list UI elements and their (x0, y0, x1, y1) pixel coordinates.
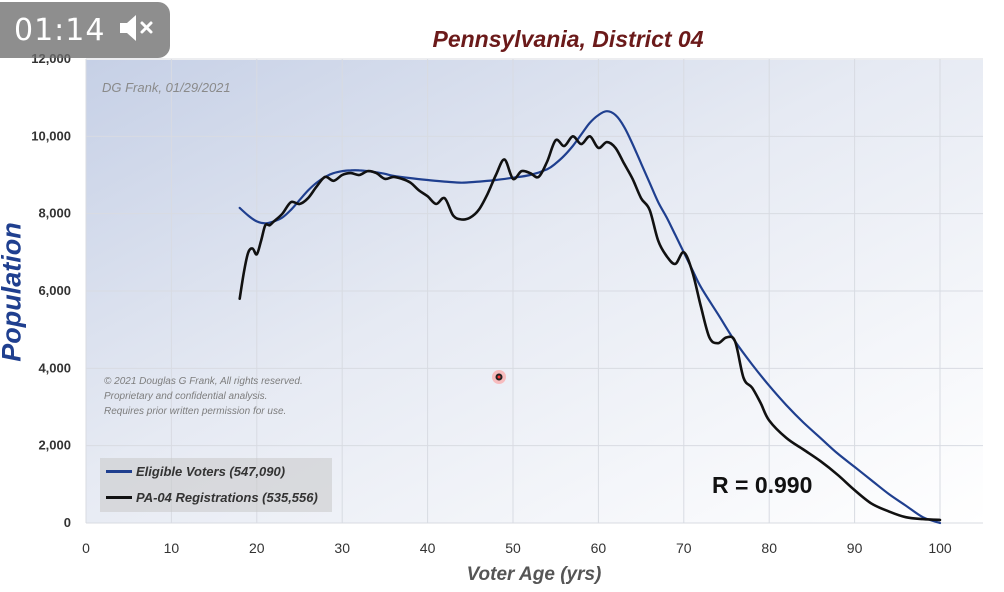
x-tick-label: 20 (249, 540, 265, 556)
copyright-line: Proprietary and confidential analysis. (104, 391, 268, 402)
x-tick-labels: 0 10 20 30 40 50 60 70 80 90 100 (82, 540, 952, 556)
legend-swatch-eligible (106, 470, 132, 473)
y-tick-label: 6,000 (38, 283, 71, 298)
y-tick-label: 10,000 (31, 128, 71, 143)
x-tick-label: 90 (847, 540, 863, 556)
series-line-registrations (238, 135, 942, 522)
correlation-annotation: R = 0.990 (712, 472, 813, 498)
x-tick-label: 30 (334, 540, 350, 556)
copyright-notice: © 2021 Douglas G Frank, All rights reser… (104, 374, 364, 419)
video-time-overlay: 01:14 (0, 2, 170, 58)
x-tick-label: 10 (164, 540, 180, 556)
series-lines (238, 110, 942, 525)
x-tick-label: 80 (761, 540, 777, 556)
copyright-line: Requires prior written permission for us… (104, 406, 287, 417)
y-tick-label: 0 (64, 515, 71, 530)
x-tick-label: 60 (591, 540, 607, 556)
x-tick-label: 40 (420, 540, 436, 556)
x-axis-label: Voter Age (yrs) (466, 564, 602, 585)
y-tick-label: 4,000 (38, 360, 71, 375)
x-tick-label: 50 (505, 540, 521, 556)
legend-item-eligible: Eligible Voters (547,090) (106, 464, 285, 479)
chart-title: Pennsylvania, District 04 (432, 26, 704, 52)
legend-label: PA-04 Registrations (535,556) (136, 490, 318, 505)
grid-lines (85, 58, 983, 524)
watermark: DG Frank, 01/29/2021 (102, 80, 231, 95)
video-timestamp: 01:14 (14, 12, 106, 48)
x-tick-label: 0 (82, 540, 90, 556)
y-tick-label: 8,000 (38, 206, 71, 221)
legend: Eligible Voters (547,090) PA-04 Registra… (100, 458, 332, 512)
legend-label: Eligible Voters (547,090) (136, 464, 286, 479)
x-tick-label: 100 (928, 540, 952, 556)
copyright-line: © 2021 Douglas G Frank, All rights reser… (104, 376, 303, 387)
y-tick-label: 2,000 (38, 438, 71, 453)
legend-item-registrations: PA-04 Registrations (535,556) (106, 490, 318, 505)
mute-icon[interactable] (117, 12, 157, 49)
y-axis-label: Population (0, 222, 27, 362)
legend-swatch-registrations (106, 496, 132, 499)
cursor-marker (492, 370, 506, 384)
x-tick-label: 70 (676, 540, 692, 556)
